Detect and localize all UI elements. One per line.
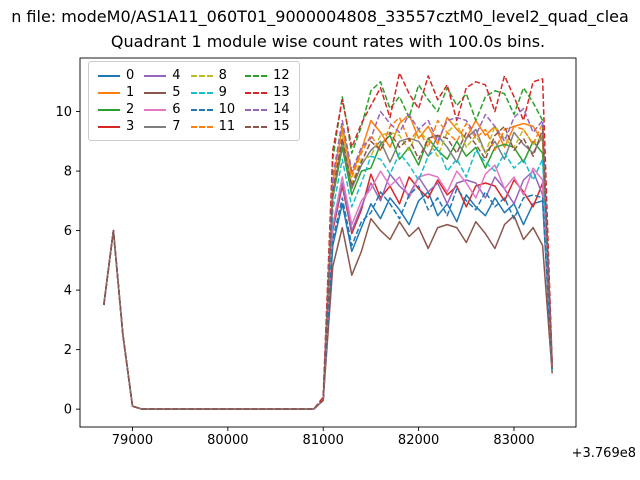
legend-item: 0 bbox=[98, 67, 134, 84]
legend-item-label: 13 bbox=[273, 85, 290, 100]
legend-line-swatch bbox=[144, 91, 167, 94]
axes-title: Quadrant 1 module wise count rates with … bbox=[110, 32, 546, 51]
legend-line-swatch bbox=[245, 125, 268, 128]
legend-item-label: 7 bbox=[172, 119, 181, 134]
legend-item: 5 bbox=[144, 84, 181, 101]
legend-item-label: 5 bbox=[172, 85, 181, 100]
y-tick-label: 2 bbox=[64, 343, 72, 358]
series-line-10 bbox=[103, 185, 553, 410]
legend-item: 6 bbox=[144, 101, 181, 118]
legend-item-label: 4 bbox=[172, 68, 181, 83]
legend-line-swatch bbox=[98, 91, 120, 94]
y-tick-label: 8 bbox=[64, 165, 72, 180]
axes-spines bbox=[79, 57, 577, 428]
legend-item-label: 0 bbox=[126, 68, 135, 83]
legend-line-swatch bbox=[245, 91, 268, 94]
x-tick-label: 83000 bbox=[493, 433, 534, 448]
figure-suptitle: n file: modeM0/AS1A11_060T01_9000004808_… bbox=[11, 7, 629, 26]
legend-item: 1 bbox=[98, 84, 134, 101]
y-tick-label: 0 bbox=[64, 403, 72, 418]
x-tick-label: 81000 bbox=[303, 433, 344, 448]
legend-line-swatch bbox=[190, 108, 213, 111]
legend-item: 13 bbox=[245, 84, 290, 101]
y-tick-label: 4 bbox=[64, 284, 72, 299]
legend-line-swatch bbox=[190, 125, 213, 128]
x-tick-label: 79000 bbox=[112, 433, 153, 448]
legend: 0 1 2 3 4 5 6 7 8 9 10 11 12 13 14 15 bbox=[88, 61, 300, 141]
legend-line-swatch bbox=[144, 125, 167, 128]
legend-item: 15 bbox=[245, 118, 290, 135]
legend-item-label: 11 bbox=[218, 119, 236, 134]
legend-item: 12 bbox=[245, 67, 290, 84]
legend-item: 2 bbox=[98, 101, 134, 118]
legend-item-label: 6 bbox=[172, 102, 181, 117]
legend-item-label: 1 bbox=[126, 85, 135, 100]
series-line-12 bbox=[103, 81, 553, 410]
series-line-11 bbox=[103, 116, 553, 410]
legend-item: 9 bbox=[190, 84, 236, 101]
y-tick-label: 6 bbox=[64, 224, 72, 239]
legend-line-swatch bbox=[190, 74, 213, 77]
x-tick-label: 82000 bbox=[398, 433, 439, 448]
legend-line-swatch bbox=[144, 108, 167, 111]
y-tick-label: 10 bbox=[55, 105, 72, 120]
legend-item-label: 9 bbox=[218, 85, 227, 100]
legend-item: 14 bbox=[245, 101, 290, 118]
legend-item-label: 14 bbox=[273, 102, 290, 117]
legend-item: 11 bbox=[190, 118, 236, 135]
legend-item-label: 10 bbox=[218, 102, 236, 117]
legend-line-swatch bbox=[245, 108, 268, 111]
legend-item-label: 12 bbox=[273, 68, 290, 83]
legend-item: 3 bbox=[98, 118, 134, 135]
legend-line-swatch bbox=[98, 108, 120, 111]
legend-item-label: 2 bbox=[126, 102, 135, 117]
legend-item-label: 15 bbox=[273, 119, 290, 134]
legend-line-swatch bbox=[245, 74, 268, 77]
x-axis-offset-label: +3.769e8 bbox=[571, 446, 636, 461]
x-tick-label: 80000 bbox=[207, 433, 248, 448]
legend-line-swatch bbox=[190, 91, 213, 94]
series-line-8 bbox=[103, 122, 553, 410]
legend-line-swatch bbox=[144, 74, 167, 77]
legend-line-swatch bbox=[98, 74, 120, 77]
legend-item-label: 8 bbox=[218, 68, 227, 83]
legend-item: 4 bbox=[144, 67, 181, 84]
legend-item: 7 bbox=[144, 118, 181, 135]
legend-item: 10 bbox=[190, 101, 236, 118]
legend-item: 8 bbox=[190, 67, 236, 84]
series-line-15 bbox=[103, 125, 553, 410]
legend-line-swatch bbox=[98, 125, 120, 128]
legend-item-label: 3 bbox=[126, 119, 135, 134]
